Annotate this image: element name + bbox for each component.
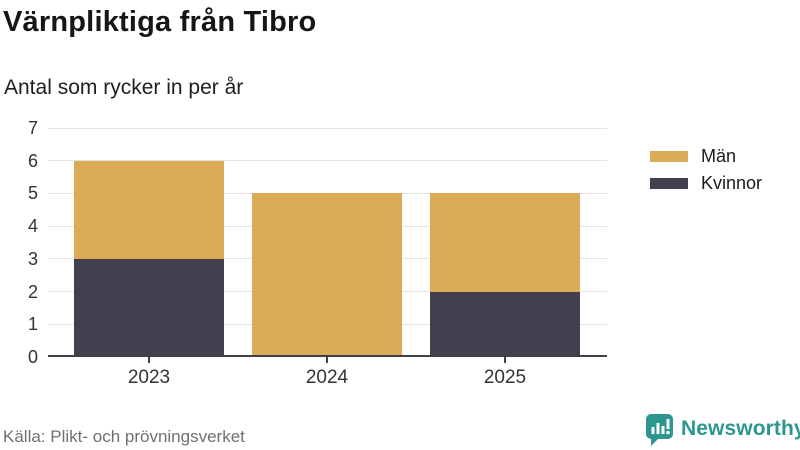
source-text: Källa: Plikt- och prövningsverket (3, 427, 245, 446)
y-tick-label: 6 (27, 150, 38, 171)
legend-label-kvinnor: Kvinnor (701, 172, 763, 193)
legend-swatch-man (650, 150, 688, 162)
legend-label-man: Män (701, 145, 737, 166)
x-tick-label: 2024 (305, 367, 349, 388)
y-tick-label: 2 (27, 281, 38, 302)
chart-title: Värnpliktiga från Tibro (3, 6, 317, 38)
bar-segment-män-2025 (430, 193, 580, 292)
gridline (48, 160, 607, 162)
y-tick-label: 7 (27, 118, 38, 138)
legend-item-kvinnor: Kvinnor (650, 172, 763, 193)
brand: Newsworthy (645, 413, 800, 446)
bar-segment-kvinnor-2023 (74, 258, 224, 357)
y-tick-label: 5 (27, 183, 38, 204)
y-tick-label: 0 (27, 347, 38, 367)
y-axis-labels: 0 1 2 3 4 5 6 7 (0, 118, 38, 367)
x-tick (148, 357, 150, 363)
x-axis-line (48, 355, 607, 357)
legend-swatch-kvinnor (650, 177, 688, 189)
bar-segment-män-2023 (74, 160, 224, 259)
chart-subtitle: Antal som rycker in per år (4, 76, 244, 99)
plot-area: 2023 2024 2025 (48, 127, 607, 388)
brand-name: Newsworthy (681, 417, 800, 440)
newsworthy-logo-icon (646, 414, 673, 446)
x-tick (504, 357, 506, 363)
x-tick-label: 2023 (127, 367, 171, 388)
x-tick-label: 2025 (483, 367, 527, 388)
bar-segment-män-2024 (252, 193, 402, 357)
y-tick-label: 4 (27, 216, 38, 237)
y-tick-label: 1 (27, 314, 38, 335)
x-tick (326, 357, 328, 363)
y-tick-label: 3 (27, 248, 38, 269)
bar-segment-kvinnor-2025 (430, 291, 580, 357)
legend-item-man: Män (650, 145, 762, 166)
gridline (48, 127, 607, 129)
legend: Män Kvinnor (650, 145, 763, 201)
